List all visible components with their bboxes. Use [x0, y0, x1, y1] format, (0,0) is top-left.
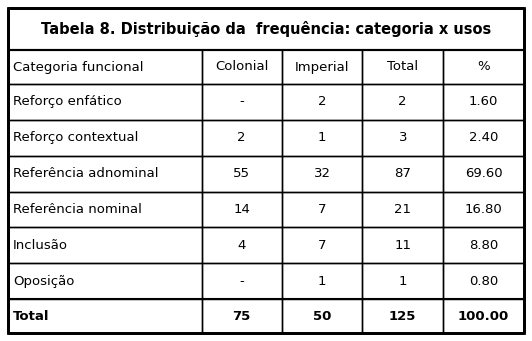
Text: 14: 14: [234, 203, 250, 216]
Text: Reforço contextual: Reforço contextual: [13, 131, 138, 144]
Text: 125: 125: [389, 310, 417, 323]
Text: Total: Total: [387, 60, 418, 74]
Text: -: -: [239, 95, 244, 108]
Text: Categoria funcional: Categoria funcional: [13, 60, 144, 74]
Text: 55: 55: [233, 167, 250, 180]
Text: 2: 2: [318, 95, 327, 108]
Text: %: %: [477, 60, 490, 74]
Text: Imperial: Imperial: [295, 60, 350, 74]
Text: 2.40: 2.40: [469, 131, 498, 144]
Text: 1: 1: [398, 275, 407, 287]
Text: Colonial: Colonial: [215, 60, 269, 74]
Text: 7: 7: [318, 239, 327, 252]
Text: 2: 2: [237, 131, 246, 144]
Text: 100.00: 100.00: [458, 310, 509, 323]
Text: 69.60: 69.60: [464, 167, 502, 180]
Text: 3: 3: [398, 131, 407, 144]
Text: 11: 11: [394, 239, 411, 252]
Text: Referência adnominal: Referência adnominal: [13, 167, 159, 180]
Text: 1: 1: [318, 131, 327, 144]
Text: 0.80: 0.80: [469, 275, 498, 287]
Text: 50: 50: [313, 310, 331, 323]
Text: 16.80: 16.80: [464, 203, 502, 216]
Text: 87: 87: [394, 167, 411, 180]
Text: Tabela 8. Distribuição da  frequência: categoria x usos: Tabela 8. Distribuição da frequência: ca…: [41, 21, 491, 37]
Text: 8.80: 8.80: [469, 239, 498, 252]
Text: -: -: [239, 275, 244, 287]
Text: 1: 1: [318, 275, 327, 287]
Text: Oposição: Oposição: [13, 275, 74, 287]
Text: 4: 4: [238, 239, 246, 252]
Text: 7: 7: [318, 203, 327, 216]
Text: 1.60: 1.60: [469, 95, 498, 108]
Text: Inclusão: Inclusão: [13, 239, 68, 252]
Text: Total: Total: [13, 310, 49, 323]
Text: 32: 32: [314, 167, 331, 180]
Text: Referência nominal: Referência nominal: [13, 203, 142, 216]
Text: 75: 75: [232, 310, 251, 323]
Text: 21: 21: [394, 203, 411, 216]
Text: 2: 2: [398, 95, 407, 108]
Text: Reforço enfático: Reforço enfático: [13, 95, 122, 108]
